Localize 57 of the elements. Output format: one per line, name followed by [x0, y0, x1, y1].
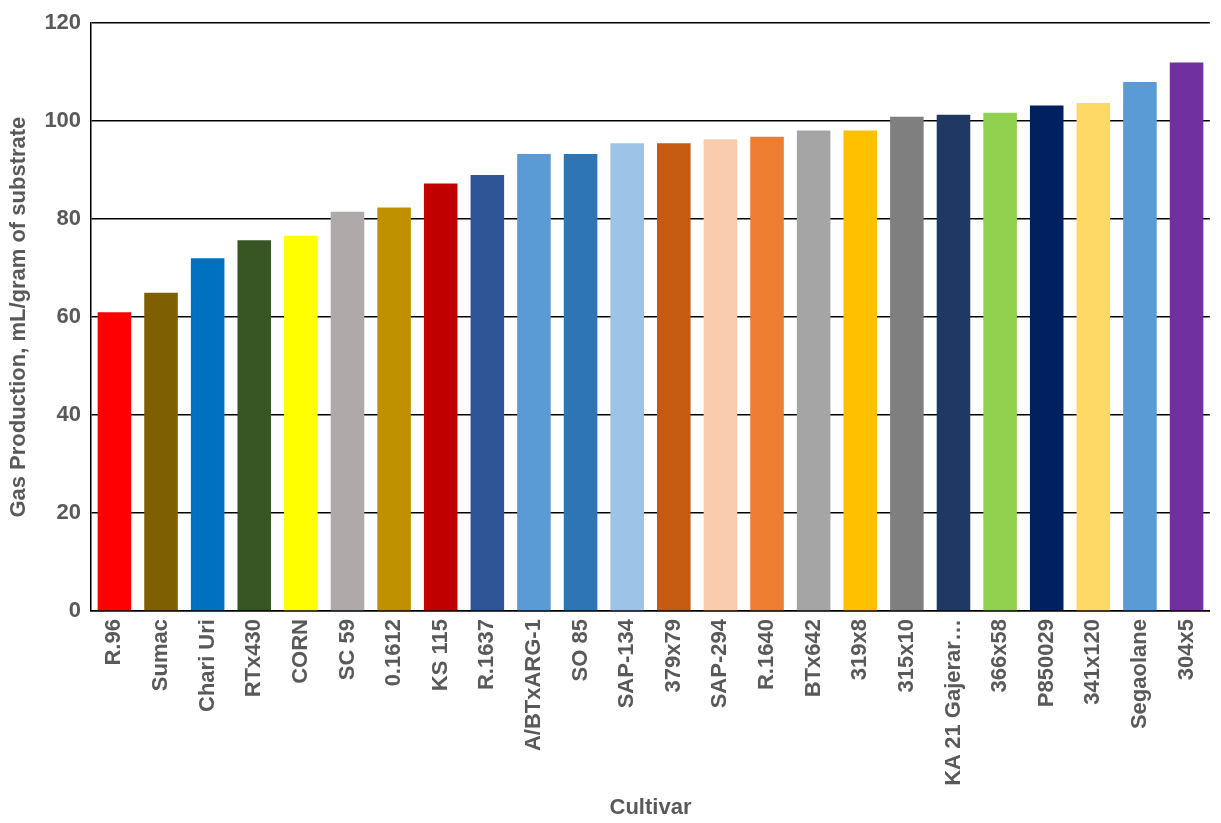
x-tick-label: 304x5: [1172, 619, 1198, 681]
bar: [703, 139, 738, 611]
bar: [330, 211, 365, 611]
x-tick-label: Sumac: [147, 619, 173, 692]
x-tick-label: CORN: [286, 619, 312, 684]
bar: [190, 258, 225, 611]
x-tick-label: A/BTxARG-1: [520, 619, 546, 752]
x-tick-label: R.1640: [753, 619, 779, 691]
bar: [1029, 105, 1064, 611]
y-tick-label: 40: [56, 401, 82, 427]
x-tick-label: R.96: [100, 619, 126, 666]
x-tick-label: SO 85: [566, 619, 592, 682]
bar: [936, 114, 971, 611]
bar: [750, 136, 784, 611]
x-tick-label: 341x120: [1079, 619, 1105, 705]
x-tick-label: 379x79: [659, 619, 685, 693]
y-tick-label: 60: [56, 303, 82, 329]
bar: [843, 130, 878, 611]
bar: [97, 312, 132, 611]
bar: [610, 143, 644, 611]
x-tick-label: 319x8: [846, 619, 872, 681]
bar: [983, 112, 1017, 611]
bar: [423, 183, 458, 611]
y-tick-label: 20: [56, 499, 82, 525]
y-tick-label: 0: [68, 597, 82, 623]
bar: [890, 116, 924, 611]
x-axis-title: Cultivar: [609, 793, 692, 819]
bar: [1076, 103, 1111, 611]
x-tick-label: 0.1612: [380, 619, 406, 687]
x-tick-label: 315x10: [892, 619, 918, 693]
bar: [237, 240, 272, 611]
y-axis-title: Gas Production, mL/gram of substrate: [5, 116, 31, 518]
bar: [517, 154, 551, 611]
x-tick-label: RTx430: [240, 619, 266, 698]
x-tick-label: SAP-294: [706, 618, 732, 709]
x-tick-label: 366x58: [986, 619, 1012, 693]
bar: [377, 207, 411, 611]
x-tick-label: KA 21 Gajerar…: [939, 619, 965, 786]
bar: [1123, 81, 1157, 611]
x-tick-label: P850029: [1032, 619, 1058, 708]
y-tick-label: 80: [56, 205, 82, 231]
x-tick-label: Segaolane: [1126, 619, 1152, 730]
bar: [657, 143, 691, 611]
bar: [284, 235, 318, 611]
bar: [796, 130, 831, 611]
x-tick-label: Chari Uri: [193, 619, 219, 712]
x-tick-label: KS 115: [426, 619, 452, 692]
x-tick-label: BTx642: [799, 619, 825, 698]
bar: [1169, 62, 1204, 611]
x-tick-label: R.1637: [473, 619, 499, 691]
bar: [470, 175, 505, 611]
x-tick-label: SC 59: [333, 619, 359, 681]
bar: [563, 154, 598, 611]
y-tick-label: 120: [44, 9, 82, 35]
x-tick-label: SAP-134: [613, 618, 639, 709]
y-tick-label: 100: [44, 107, 82, 133]
bar: [144, 292, 178, 611]
